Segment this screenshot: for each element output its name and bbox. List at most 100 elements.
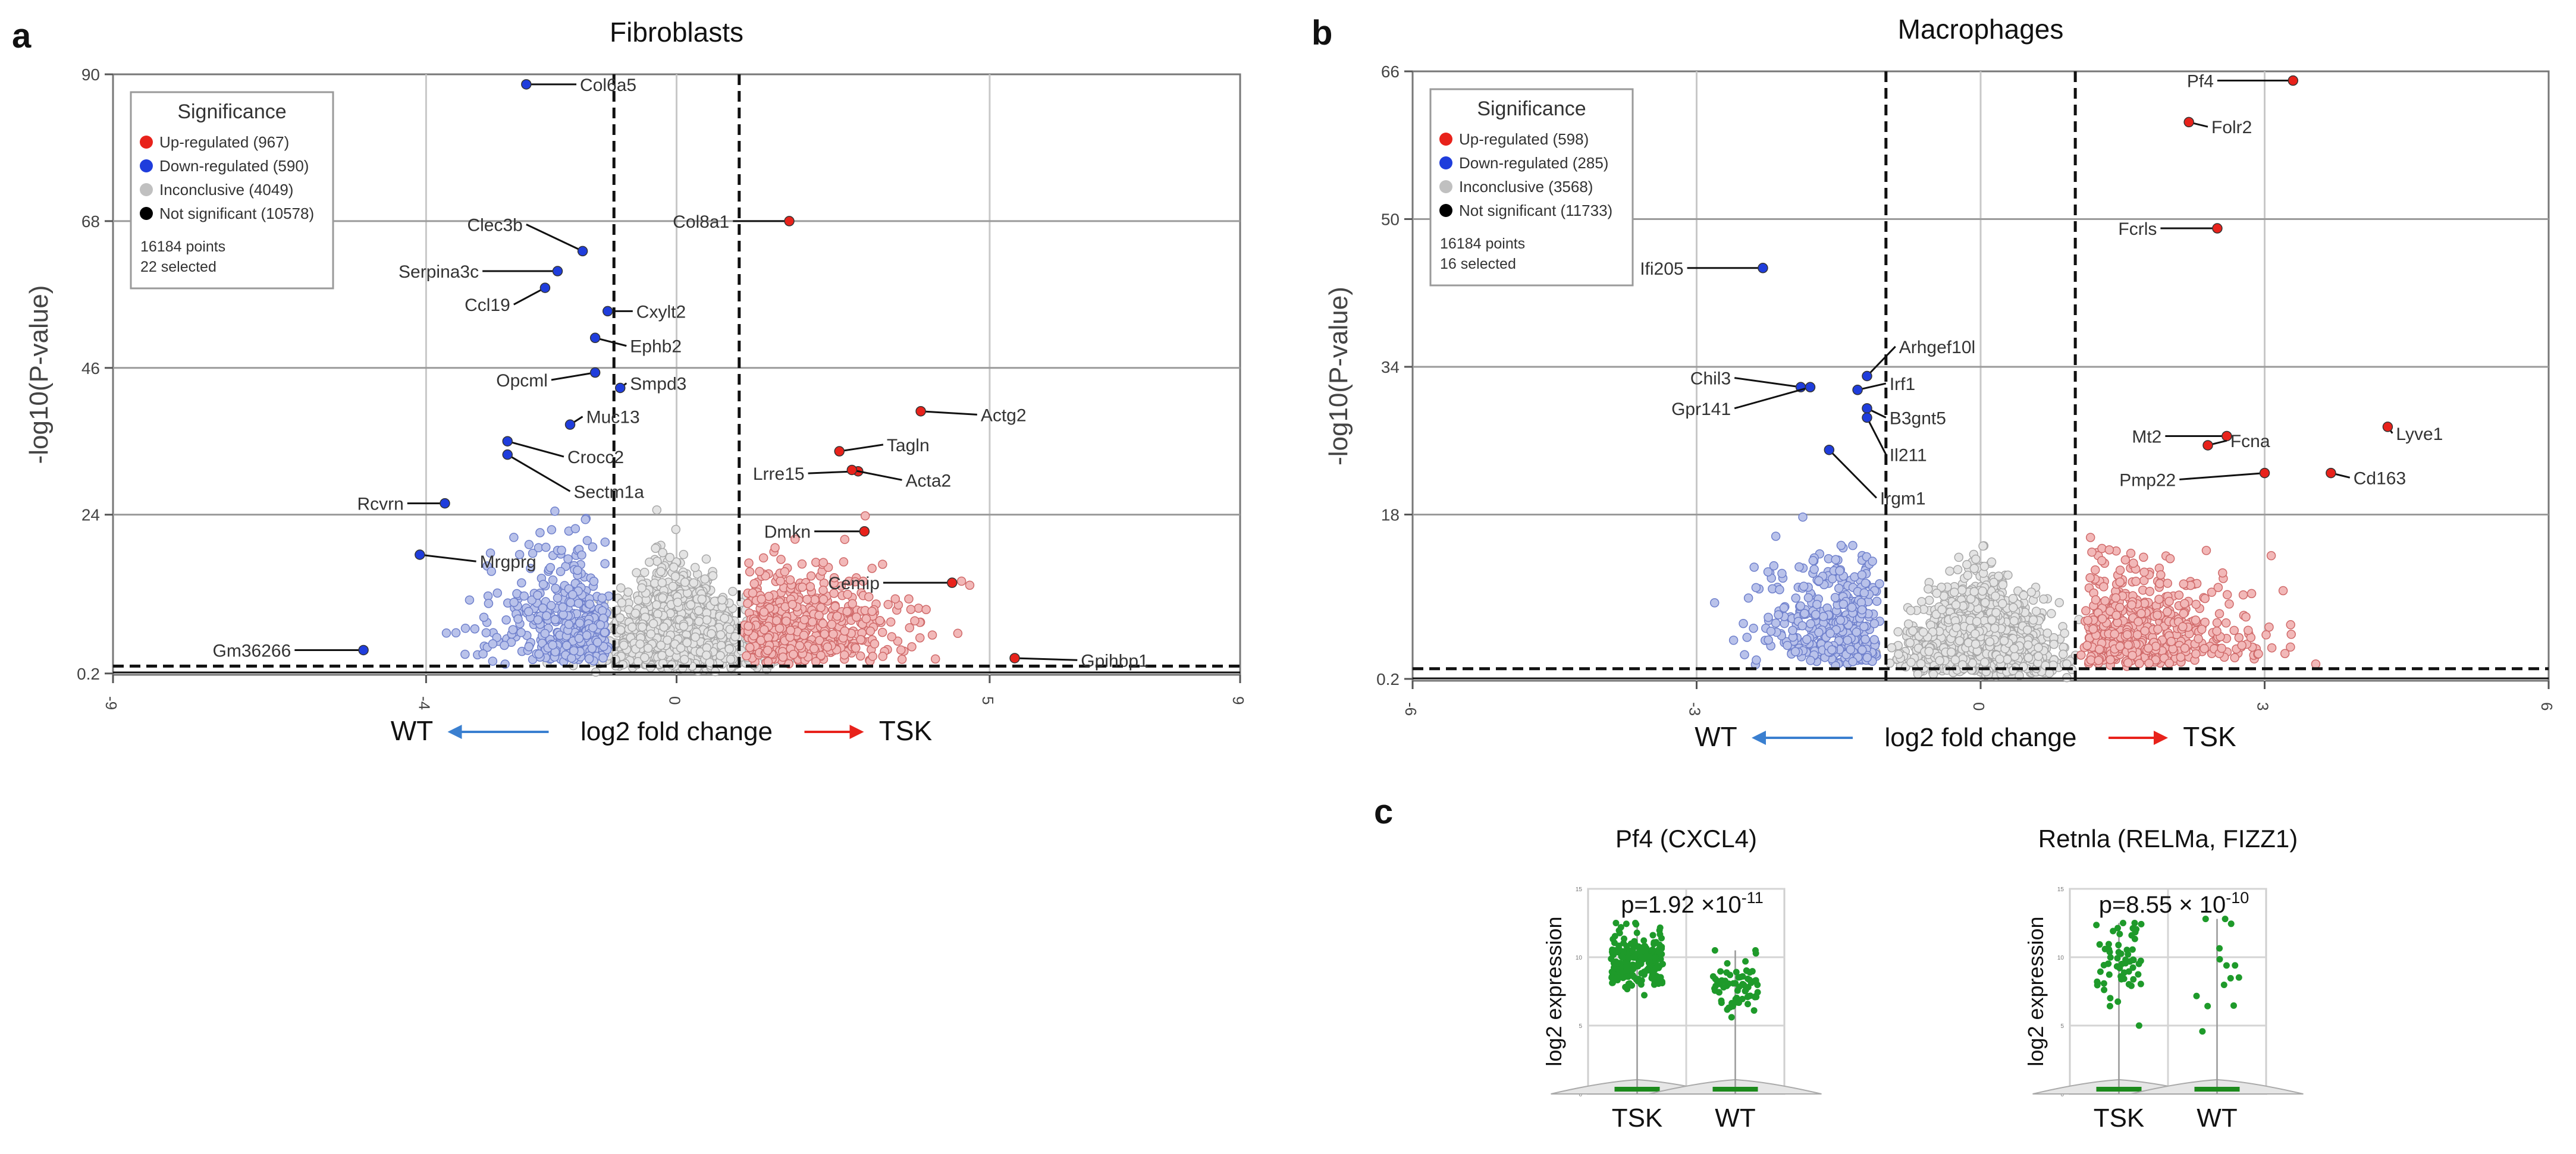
point-up bbox=[915, 633, 925, 643]
point-up bbox=[2123, 658, 2133, 668]
point-down bbox=[1743, 593, 1753, 603]
point-down bbox=[541, 542, 551, 552]
legend-points: 16184 points bbox=[140, 238, 225, 255]
legend-marker bbox=[140, 136, 153, 149]
point-down bbox=[533, 615, 543, 625]
legend-marker bbox=[1439, 204, 1452, 217]
point-opcml bbox=[589, 367, 601, 378]
point-up bbox=[2076, 650, 2086, 660]
point-up bbox=[760, 625, 769, 634]
point-up bbox=[827, 620, 837, 629]
point-inconclusive bbox=[707, 629, 716, 639]
point-up bbox=[780, 567, 790, 577]
y-tick-label: 68 bbox=[81, 212, 100, 231]
point-up bbox=[2234, 633, 2244, 643]
point-up bbox=[2094, 644, 2104, 654]
point-down bbox=[1858, 645, 1867, 655]
point-up bbox=[2176, 652, 2186, 662]
point-down bbox=[1838, 599, 1849, 609]
median-bar bbox=[1614, 1087, 1660, 1092]
point-up bbox=[965, 580, 975, 590]
point-fcrls bbox=[2212, 223, 2223, 234]
point-down bbox=[551, 583, 560, 593]
point-down bbox=[573, 598, 583, 608]
point-inconclusive bbox=[708, 571, 718, 581]
p-value-base: p=1.92 ×10 bbox=[1621, 892, 1741, 918]
point-inconclusive bbox=[657, 650, 667, 661]
point-down bbox=[1860, 634, 1870, 644]
point-up bbox=[2122, 630, 2132, 640]
point-inconclusive bbox=[1953, 565, 1963, 574]
point-down bbox=[1828, 574, 1837, 584]
point-up bbox=[2085, 573, 2095, 583]
point-up bbox=[2278, 586, 2288, 596]
point-up bbox=[745, 643, 755, 652]
point-inconclusive bbox=[1971, 554, 1981, 564]
point-inconclusive bbox=[1957, 585, 1967, 595]
point-down bbox=[558, 602, 568, 612]
point-inconclusive bbox=[1918, 627, 1928, 637]
point-mrgprg bbox=[415, 549, 425, 560]
point-up bbox=[785, 575, 795, 585]
point-up bbox=[2214, 609, 2224, 619]
point-up bbox=[2168, 644, 2178, 654]
expression-point bbox=[1656, 924, 1664, 931]
point-down bbox=[1739, 618, 1748, 628]
point-inconclusive bbox=[2008, 593, 2018, 603]
panel-letter: c bbox=[1374, 793, 1393, 831]
legend-marker bbox=[140, 159, 153, 172]
y-tick-label: 15 bbox=[1576, 886, 1583, 893]
point-inconclusive bbox=[2047, 609, 2056, 618]
point-up bbox=[2244, 625, 2253, 635]
point-inconclusive bbox=[1980, 658, 1990, 667]
point-down bbox=[1868, 556, 1877, 566]
point-down bbox=[1834, 583, 1844, 593]
y-tick-label: 66 bbox=[1381, 62, 1400, 81]
gene-label: Col8a1 bbox=[673, 212, 729, 232]
point-up bbox=[763, 633, 773, 643]
point-inconclusive bbox=[694, 606, 704, 616]
point-down bbox=[561, 641, 572, 650]
point-inconclusive bbox=[1951, 600, 1961, 610]
expression-point bbox=[1609, 946, 1616, 953]
point-down bbox=[1709, 598, 1720, 608]
point-up bbox=[2286, 642, 2295, 652]
point-inconclusive bbox=[637, 583, 647, 593]
point-inconclusive bbox=[635, 639, 645, 649]
point-inconclusive bbox=[716, 651, 725, 661]
point-cemip bbox=[946, 577, 958, 588]
point-irgm1 bbox=[1824, 444, 1835, 455]
point-up bbox=[867, 564, 877, 573]
point-up bbox=[2133, 617, 2143, 627]
point-up bbox=[755, 567, 764, 577]
point-down bbox=[519, 591, 529, 601]
point-up bbox=[883, 600, 893, 609]
point-up bbox=[808, 617, 817, 627]
point-up bbox=[818, 558, 828, 567]
point-down bbox=[1860, 578, 1871, 588]
tsk-arrow-head bbox=[2154, 731, 2168, 745]
point-inconclusive bbox=[1932, 589, 1941, 598]
point-up bbox=[2286, 630, 2296, 639]
point-up bbox=[763, 646, 773, 655]
gene-label: B3gnt5 bbox=[1890, 408, 1946, 428]
point-down bbox=[548, 640, 557, 650]
expression-point bbox=[1612, 920, 1620, 926]
point-up bbox=[2174, 590, 2184, 600]
legend-marker bbox=[1439, 180, 1452, 193]
gene-label: Acta2 bbox=[906, 471, 952, 490]
point-inconclusive bbox=[2034, 643, 2043, 652]
point-up bbox=[2164, 596, 2174, 606]
point-up bbox=[771, 616, 782, 625]
point-up bbox=[749, 578, 759, 589]
point-inconclusive bbox=[658, 593, 667, 603]
point-up bbox=[787, 599, 798, 609]
x-axis-label: log2 fold change bbox=[1885, 723, 2077, 752]
point-up bbox=[856, 635, 865, 644]
legend-entry: Up-regulated (967) bbox=[159, 133, 289, 151]
point-up bbox=[2221, 618, 2231, 628]
point-inconclusive bbox=[2019, 590, 2029, 600]
x-tick-label: 3 bbox=[2254, 702, 2272, 710]
point-inconclusive bbox=[2062, 659, 2072, 669]
